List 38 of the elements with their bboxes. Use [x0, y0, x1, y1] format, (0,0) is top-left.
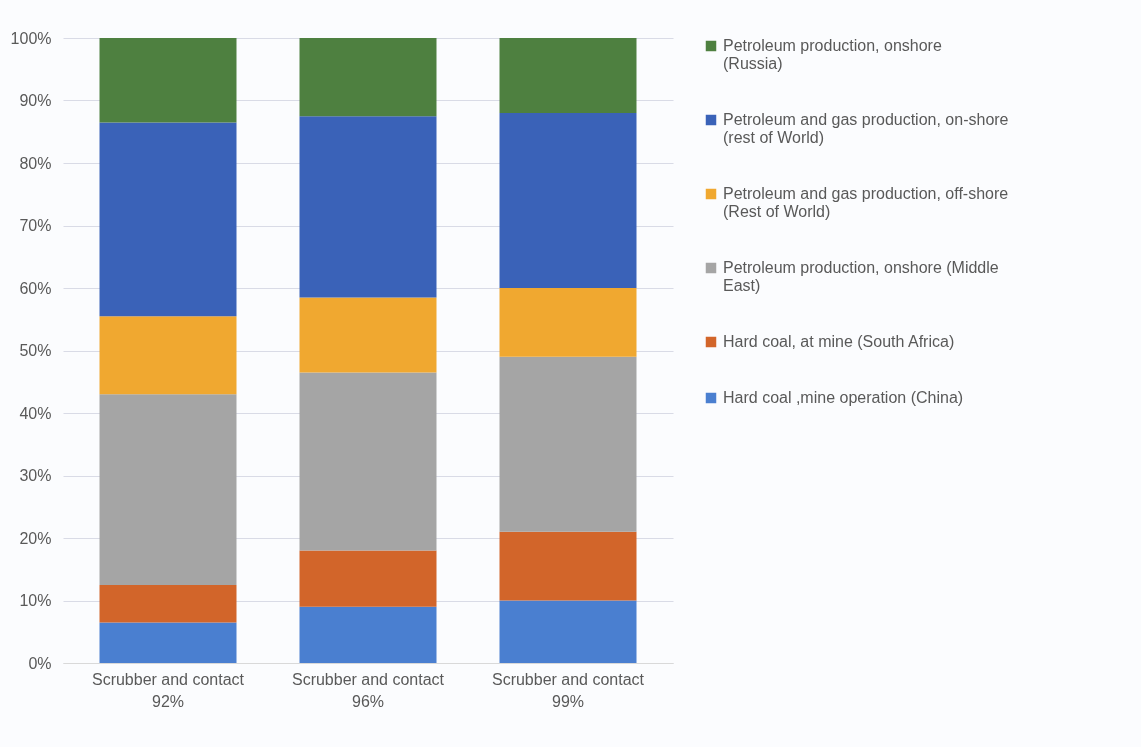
- y-tick-label: 90%: [19, 92, 52, 109]
- legend-label: Petroleum and gas production, on-shore (rest of World): [723, 111, 1009, 146]
- bar: [99, 38, 237, 123]
- y-tick-label: 30%: [19, 467, 52, 484]
- y-tick-label: 60%: [19, 279, 52, 297]
- legend-label: Petroleum production, onshore (Russia): [723, 37, 942, 72]
- bar: [499, 38, 637, 113]
- legend-label: Hard coal ,mine operation (China): [723, 389, 964, 406]
- bar: [299, 372, 437, 551]
- legend-label: Hard coal, at mine (South Africa): [723, 333, 955, 350]
- bar: [99, 394, 237, 585]
- bar: [99, 122, 237, 317]
- y-tick-label: 50%: [19, 342, 52, 359]
- x-tick-label: Scrubber and contact 99%: [491, 670, 645, 710]
- y-tick-label: 10%: [19, 592, 52, 609]
- x-tick-label: Scrubber and contact 92%: [91, 670, 245, 710]
- bar: [299, 550, 437, 607]
- y-tick-label: 20%: [19, 529, 52, 547]
- y-tick-label: 80%: [19, 154, 52, 172]
- legend-label: Petroleum production, onshore (Middle East): [723, 259, 999, 294]
- bar: [299, 116, 437, 298]
- bar: [299, 297, 437, 373]
- bar: [499, 531, 637, 601]
- y-tick-label: 70%: [19, 217, 52, 234]
- bar: [499, 600, 637, 663]
- bar: [99, 316, 237, 395]
- bar: [499, 288, 637, 357]
- bar: [99, 584, 237, 623]
- x-tick-label: Scrubber and contact 96%: [291, 670, 445, 710]
- bar: [499, 113, 637, 288]
- bar: [299, 38, 437, 117]
- y-tick-label: 0%: [28, 654, 52, 672]
- y-tick-label: 40%: [19, 404, 52, 422]
- bar: [299, 606, 437, 663]
- bar: [99, 622, 237, 663]
- bar: [499, 356, 637, 532]
- legend-label: Petroleum and gas production, off-shore (Rest of World): [723, 185, 1009, 220]
- y-tick-label: 100%: [10, 29, 52, 47]
